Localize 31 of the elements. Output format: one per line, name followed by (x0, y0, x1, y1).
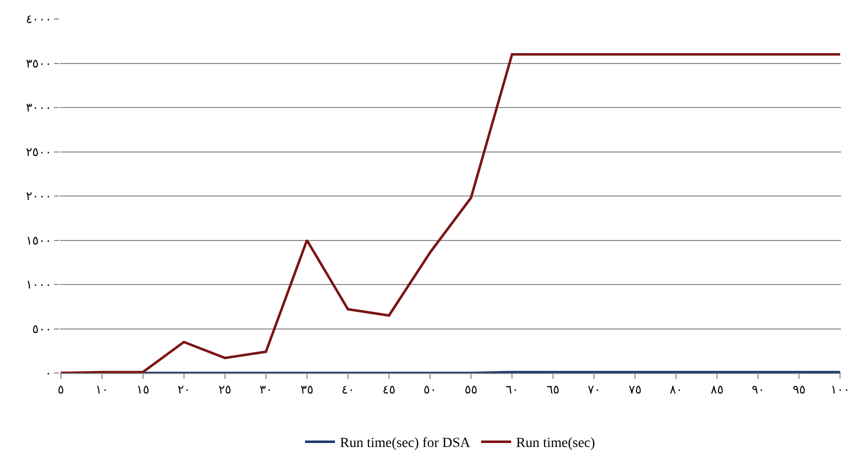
y-tick-label: ٥٠٠ (32, 322, 52, 336)
y-tick-label: ٣٠٠٠ (26, 100, 52, 115)
y-tick-label: ٤٠٠٠ (26, 12, 52, 26)
x-tick-label: ٣٠ (259, 382, 272, 396)
x-tick-label: ٢٠ (177, 382, 190, 396)
legend-label: Run time(sec) for DSA (340, 436, 472, 452)
x-tick-label: ١٠ (95, 382, 108, 396)
y-tick-label: ٠ (45, 366, 52, 380)
x-tick-label: ٥ (58, 382, 64, 396)
x-tick-label: ٩٥ (792, 382, 806, 396)
x-tick-label: ٦٥ (546, 382, 560, 396)
x-tick-label: ٧٠ (588, 382, 601, 396)
x-tick-label: ٩٠ (752, 382, 765, 396)
x-tick-label: ٦٠ (506, 382, 518, 396)
x-tick-label: ٣٥ (300, 382, 314, 396)
x-tick-label: ٥٥ (464, 382, 478, 396)
y-tick-label: ١٠٠٠ (26, 278, 52, 292)
y-tick-label: ٢٥٠٠ (26, 144, 52, 159)
x-tick-label: ٧٥ (628, 382, 642, 396)
x-tick-label: ١٥ (136, 382, 150, 396)
x-tick-label: ١٠٠ (830, 382, 850, 396)
x-tick-label: ٥٠ (424, 382, 436, 396)
x-tick-label: ٤٥ (382, 382, 396, 396)
legend-label: Run time(sec) (516, 436, 596, 452)
x-tick-label: ٨٥ (710, 382, 724, 396)
x-tick-label: ٤٠ (342, 382, 354, 396)
y-tick-label: ٣٥٠٠ (26, 56, 52, 70)
x-tick-label: ٢٥ (218, 382, 232, 396)
x-tick-label: ٨٠ (670, 382, 683, 396)
y-tick-label: ١٥٠٠ (26, 233, 52, 248)
y-tick-label: ٢٠٠٠ (26, 189, 52, 204)
